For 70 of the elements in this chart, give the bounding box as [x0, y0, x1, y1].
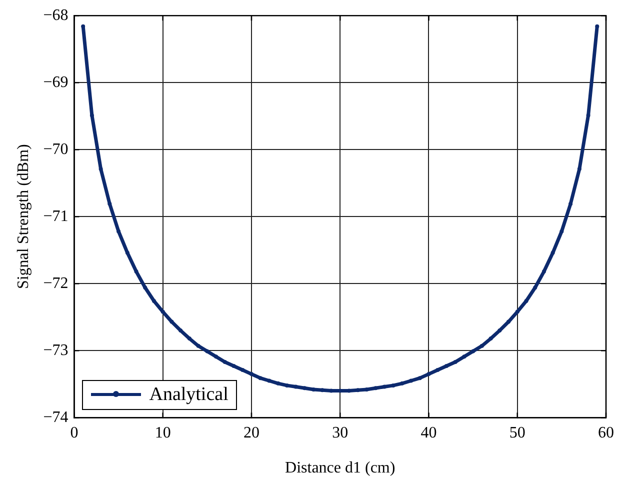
- point: [409, 378, 414, 383]
- point: [116, 229, 121, 234]
- point: [382, 384, 386, 389]
- y-tick-label: −74: [43, 408, 68, 426]
- point: [471, 349, 476, 354]
- point: [453, 360, 458, 364]
- point: [560, 229, 564, 234]
- point: [374, 386, 378, 390]
- x-tick-label: 0: [70, 424, 78, 442]
- point: [125, 250, 130, 255]
- point: [98, 167, 103, 172]
- y-tick-label: −69: [43, 74, 68, 91]
- y-tick-label: −71: [43, 208, 68, 225]
- legend-label: Analytical: [149, 384, 228, 406]
- point: [515, 310, 520, 314]
- point: [143, 286, 148, 290]
- x-axis-title: Distance d1 (cm): [285, 460, 396, 477]
- point: [134, 270, 138, 274]
- point: [533, 286, 538, 290]
- point: [81, 24, 86, 28]
- point: [462, 354, 466, 359]
- x-tick-label: 10: [154, 424, 171, 442]
- point: [488, 336, 493, 341]
- y-axis-title: Signal Strength (dBm): [14, 144, 32, 290]
- point: [196, 344, 200, 348]
- point: [170, 320, 174, 324]
- point: [267, 378, 272, 383]
- y-tick-label: −70: [43, 140, 68, 158]
- point: [302, 386, 307, 390]
- point: [222, 360, 227, 364]
- point: [205, 349, 210, 354]
- point: [276, 381, 280, 386]
- point: [249, 372, 254, 376]
- point: [595, 24, 600, 28]
- x-tick-label: 40: [420, 424, 437, 442]
- point: [178, 328, 183, 332]
- point: [160, 310, 165, 314]
- point: [400, 381, 404, 386]
- point: [240, 368, 245, 372]
- point: [294, 384, 298, 389]
- point: [364, 387, 369, 392]
- y-tick-label: −73: [43, 342, 68, 359]
- point: [524, 299, 528, 304]
- point: [480, 344, 484, 348]
- point: [320, 388, 324, 392]
- point: [284, 383, 289, 388]
- point: [550, 250, 555, 255]
- point: [258, 376, 262, 380]
- point: [498, 328, 502, 332]
- point: [586, 113, 590, 118]
- point: [232, 364, 236, 368]
- point: [436, 368, 440, 372]
- point: [506, 320, 511, 324]
- x-tick-label: 20: [243, 424, 260, 442]
- point: [108, 202, 112, 206]
- x-tick-label: 60: [598, 424, 614, 442]
- point: [214, 354, 218, 359]
- point: [444, 364, 448, 368]
- point: [418, 376, 422, 380]
- point: [568, 202, 573, 206]
- point: [426, 372, 431, 376]
- point: [391, 383, 396, 388]
- y-tick-label: −72: [43, 274, 68, 292]
- point: [577, 167, 582, 172]
- point: [542, 270, 546, 274]
- point: [152, 299, 156, 304]
- x-tick-label: 30: [332, 424, 348, 442]
- point: [187, 336, 192, 341]
- y-tick-label: −68: [43, 6, 68, 24]
- x-tick-label: 50: [509, 424, 526, 442]
